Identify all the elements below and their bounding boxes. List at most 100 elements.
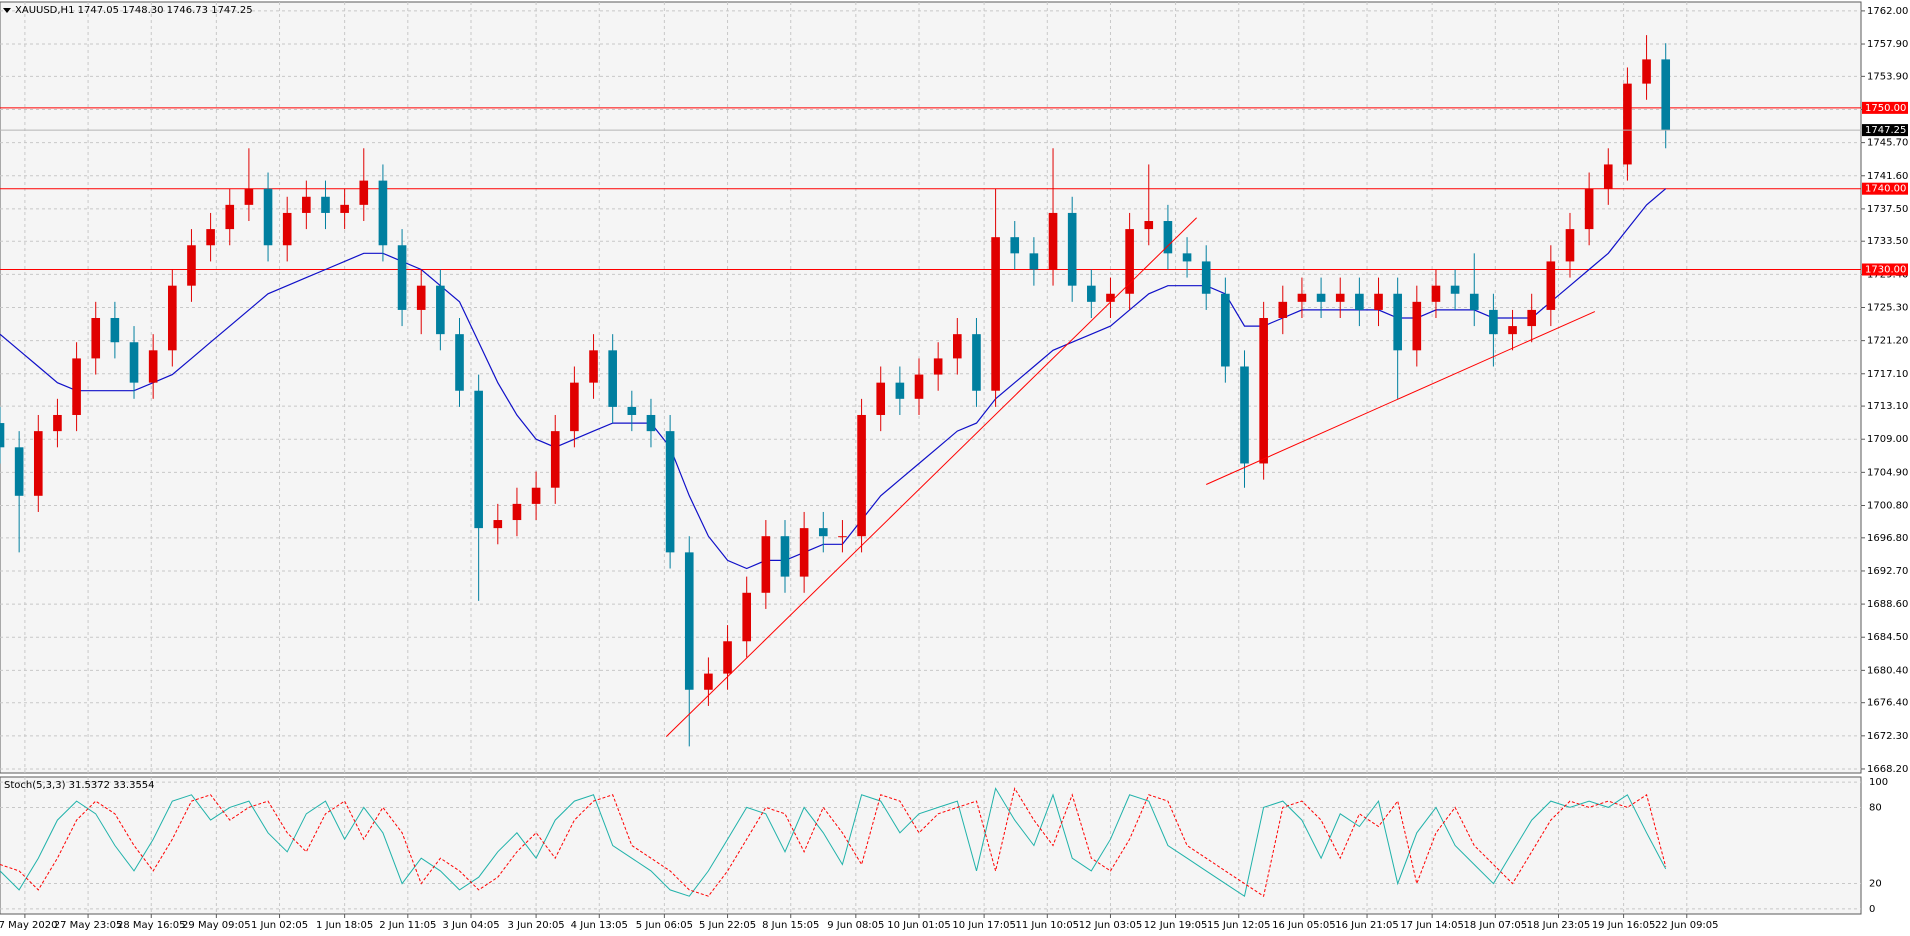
candle-body [1623,83,1632,165]
candle-body [876,382,886,415]
y-tick-label: 1692.70 [1867,566,1908,577]
candle-body [1010,237,1020,254]
x-tick-label: 3 Jun 20:05 [508,920,565,931]
x-tick-label: 29 May 09:05 [182,920,251,931]
x-tick-label: 1 Jun 02:05 [251,920,308,931]
candle-body [1469,293,1479,310]
x-tick-label: 8 Jun 15:05 [762,920,819,931]
main-plot [0,2,1861,773]
x-tick-label: 18 Jun 07:05 [1464,920,1528,931]
y-tick-label: 1717.10 [1867,369,1908,380]
candle-body [53,414,62,432]
x-tick-label: 15 Jun 12:05 [1207,920,1271,931]
x-tick-label: 12 Jun 19:05 [1144,920,1208,931]
candle-body [1355,293,1364,310]
x-tick-label: 16 Jun 21:05 [1335,920,1399,931]
candle-body [818,528,828,537]
candle-body [302,196,311,213]
candle-body [531,487,541,504]
indicator-tick-label: 0 [1869,904,1875,915]
menu-arrow [3,8,11,13]
candle-body [416,285,426,310]
candle-body [1067,212,1077,286]
y-tick-label: 1733.50 [1867,236,1908,247]
candle-body [1661,59,1671,131]
candle-body [838,536,847,538]
candle-body [1546,261,1556,310]
candle-body [952,334,962,359]
candle-body [378,180,388,246]
y-tick-label: 1721.20 [1867,336,1908,347]
candle-body [857,414,866,537]
candle-body [1278,301,1288,318]
x-tick-label: 5 Jun 06:05 [636,920,693,931]
indicator-tick-label: 80 [1869,802,1882,813]
y-tick-label: 1709.00 [1867,434,1908,445]
candle-body [933,358,943,375]
y-tick-label: 1745.70 [1867,138,1908,149]
indicator-panel [0,776,1862,915]
x-tick-label: 22 Jun 09:05 [1655,920,1719,931]
candle-body [1221,293,1230,367]
y-tick-label: 1680.40 [1867,665,1908,676]
candle-body [321,196,330,213]
y-tick-label: 1684.50 [1867,632,1908,643]
x-tick-label: 9 Jun 08:05 [827,920,884,931]
candle-body [1297,293,1307,302]
indicator-tick-label: 20 [1869,879,1882,890]
candle-body [91,317,101,359]
candle-body [206,229,215,246]
candle-body [474,390,483,529]
indicator-title: Stoch(5,3,3) 31.5372 33.3554 [4,780,155,791]
x-tick-label: 27 May 2020 [0,920,57,931]
y-tick-label: 1741.60 [1867,171,1908,182]
y-tick-label: 1704.90 [1867,467,1908,478]
x-tick-label: 28 May 16:05 [117,920,186,931]
candle-body [72,358,81,415]
indicator-plot [0,777,1861,914]
y-tick-label: 1737.50 [1867,204,1908,215]
x-tick-label: 18 Jun 23:05 [1527,920,1591,931]
x-tick-label: 16 Jun 05:05 [1272,920,1336,931]
candle-body [1048,212,1058,270]
x-tick-label: 4 Jun 13:05 [571,920,628,931]
level-label: 1740.00 [1865,184,1906,195]
x-tick-label: 19 Jun 16:05 [1592,920,1656,931]
chart-header: XAUUSD,H1 1747.05 1748.30 1746.73 1747.2… [15,5,253,16]
candle-body [991,237,1000,391]
candle-body [0,423,5,448]
candle-body [914,374,924,399]
candle-body [895,382,905,399]
candle-body [14,447,24,496]
level-label: 1750.00 [1865,103,1906,114]
candle-body [110,317,120,343]
candle-body [1259,317,1268,464]
candle-body [799,528,809,577]
trendline [665,217,1197,737]
x-tick-label: 2 Jun 11:05 [379,920,436,931]
candle-body [512,503,522,521]
overlay: 1762.001757.901753.901749.801745.701741.… [0,6,1908,931]
candle-body [1240,366,1249,464]
candle-body [742,592,752,642]
candle-body [646,414,656,432]
candle-body [455,334,464,391]
candle-body [263,188,273,246]
level-label-box [1862,182,1908,195]
candle-body [359,180,369,205]
trendline [1206,311,1596,485]
price-label-box [1862,124,1908,137]
y-tick-label: 1668.20 [1867,764,1908,775]
y-tick-label: 1753.90 [1867,71,1908,82]
candle-body [1565,229,1575,262]
candle-body [1163,221,1173,254]
candle-body [1527,309,1536,327]
y-tick-label: 1688.60 [1867,599,1908,610]
candle-body [493,520,503,529]
x-tick-label: 10 Jun 01:05 [887,920,951,931]
candle-body [684,552,694,690]
y-tick-label: 1762.00 [1867,6,1908,17]
candle-body [1584,188,1594,230]
